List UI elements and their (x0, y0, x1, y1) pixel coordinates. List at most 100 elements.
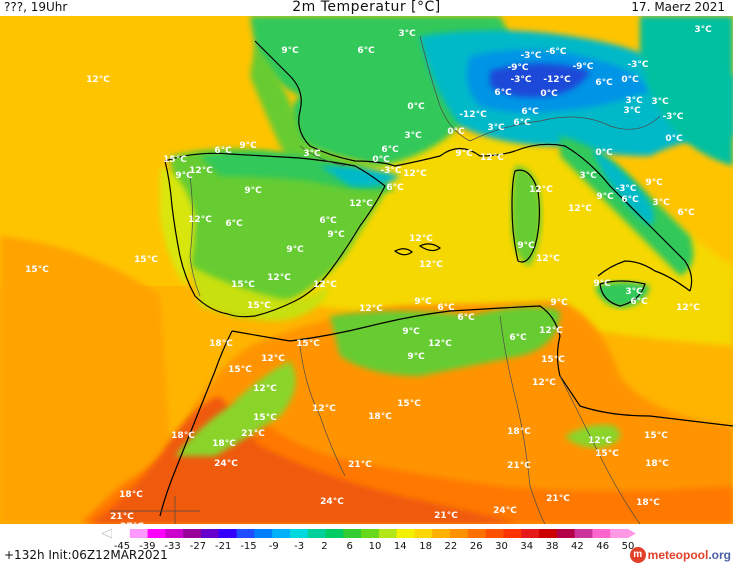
legend-swatch (254, 529, 273, 538)
legend-tick-label: 26 (470, 541, 483, 552)
temperature-label: 0°C (665, 134, 683, 144)
temperature-label: 6°C (677, 208, 695, 218)
temperature-label: 3°C (404, 131, 422, 141)
corsica-sardinia (511, 166, 542, 266)
temperature-label: 18°C (209, 339, 233, 349)
temperature-label: 24°C (493, 506, 517, 516)
temperature-label: 15°C (296, 339, 320, 349)
morocco-atlas (175, 361, 296, 456)
temperature-label: 9°C (281, 46, 299, 56)
temperature-label: 12°C (568, 204, 592, 214)
temperature-label: 9°C (593, 279, 611, 289)
meteopool-logo-icon: m (629, 547, 646, 563)
temperature-label: 12°C (539, 326, 563, 336)
temperature-label: 6°C (386, 183, 404, 193)
legend-swatch (556, 529, 576, 538)
temperature-label: 6°C (381, 145, 399, 155)
temperature-label: 6°C (437, 303, 455, 313)
temperature-label: 12°C (261, 354, 285, 364)
temperature-label: 9°C (596, 192, 614, 202)
temperature-label: 15°C (595, 449, 619, 459)
temperature-label: 12°C (359, 304, 383, 314)
valid-day-label: ???, 19Uhr (4, 0, 68, 14)
temperature-label: 9°C (407, 352, 425, 362)
legend-swatch (414, 529, 433, 538)
temperature-label: 6°C (509, 333, 527, 343)
france-west-green (250, 46, 380, 171)
temperature-label: -3°C (520, 51, 541, 61)
legend-tick-label: 46 (596, 541, 609, 552)
temperature-label: 12°C (188, 215, 212, 225)
temperature-label: 18°C (636, 498, 660, 508)
temperature-label: 3°C (303, 149, 321, 159)
legend-swatch (450, 529, 469, 538)
temperature-label: 9°C (244, 186, 262, 196)
legend-swatch (610, 529, 629, 538)
temperature-label: 12°C (267, 273, 291, 283)
temperature-label: 3°C (652, 198, 670, 208)
temperature-label: 6°C (357, 46, 375, 56)
legend-swatch (272, 529, 291, 538)
temperature-label: 12°C (403, 169, 427, 179)
legend-swatch (396, 529, 415, 538)
temperature-label: 24°C (320, 497, 344, 507)
header-bar: ???, 19Uhr 2m Temperatur [°C] 17. Maerz … (0, 0, 733, 16)
temperature-label: 0°C (595, 148, 613, 158)
legend-swatch (503, 529, 522, 538)
legend-swatch (378, 529, 398, 538)
legend: -45 -39 -33 -27 -21 -15 -9 -3 2 6 10 14 18 22 26 30 34 38… (0, 524, 733, 566)
meteopool-logo[interactable]: m meteopool .org (629, 546, 731, 564)
temperature-label: 3°C (625, 96, 643, 106)
temperature-label: 3°C (694, 25, 712, 35)
temperature-label: 12°C (419, 260, 443, 270)
temperature-label: 3°C (579, 171, 597, 181)
temperature-label: -3°C (615, 184, 636, 194)
legend-swatch (147, 529, 166, 538)
temperature-label: 9°C (327, 230, 345, 240)
temperature-label: 18°C (119, 490, 143, 500)
temperature-label: 9°C (455, 149, 473, 159)
temperature-label: 21°C (434, 511, 458, 521)
temperature-label: 15°C (247, 301, 271, 311)
temperature-label: 18°C (171, 431, 195, 441)
temperature-label: 12°C (588, 436, 612, 446)
temperature-label: 27°C (120, 522, 144, 524)
legend-tick-label: 38 (546, 541, 559, 552)
legend-tick-label: -3 (294, 541, 304, 552)
temperature-label: 15°C (397, 399, 421, 409)
temperature-label: 21°C (507, 461, 531, 471)
legend-tick-label: -33 (164, 541, 180, 552)
temperature-label: 21°C (110, 512, 134, 522)
temperature-label: 3°C (651, 97, 669, 107)
temperature-label: 15°C (541, 355, 565, 365)
temperature-label: 21°C (546, 494, 570, 504)
temperature-label: 6°C (494, 88, 512, 98)
legend-tick-label: -39 (139, 541, 155, 552)
temperature-label: 6°C (595, 78, 613, 88)
temperature-label: -6°C (545, 47, 566, 57)
temperature-label: 12°C (312, 404, 336, 414)
legend-swatch (485, 529, 504, 538)
sicily-green (595, 282, 650, 308)
temperature-label: 12°C (428, 339, 452, 349)
legend-tick-label: -9 (269, 541, 279, 552)
temperature-label: 0°C (621, 75, 639, 85)
temperature-labels: 3°C 3°C9°C 6°C12°C-3°C -6°C-9°C -9°C -3°C-3°C… (25, 25, 712, 524)
temperature-label: 15°C (163, 155, 187, 165)
temperature-label: 9°C (286, 245, 304, 255)
temperature-label: 24°C (214, 459, 238, 469)
temperature-label: -3°C (627, 60, 648, 70)
legend-tick-label: 2 (321, 541, 327, 552)
legend-tick-label: -21 (215, 541, 231, 552)
italy-cool (560, 136, 694, 276)
temperature-label: 9°C (645, 178, 663, 188)
temperature-label: 0°C (372, 155, 390, 165)
italy-cold (590, 146, 654, 226)
legend-swatch (236, 529, 255, 538)
alps-coldest (490, 63, 590, 98)
temperature-label: -3°C (380, 166, 401, 176)
legend-tick-label: 14 (394, 541, 407, 552)
temperature-label: 3°C (398, 29, 416, 39)
temperature-map[interactable]: 3°C 3°C9°C 6°C12°C-3°C -6°C-9°C -9°C -3°C-3°C… (0, 16, 733, 524)
temperature-label: 6°C (457, 313, 475, 323)
